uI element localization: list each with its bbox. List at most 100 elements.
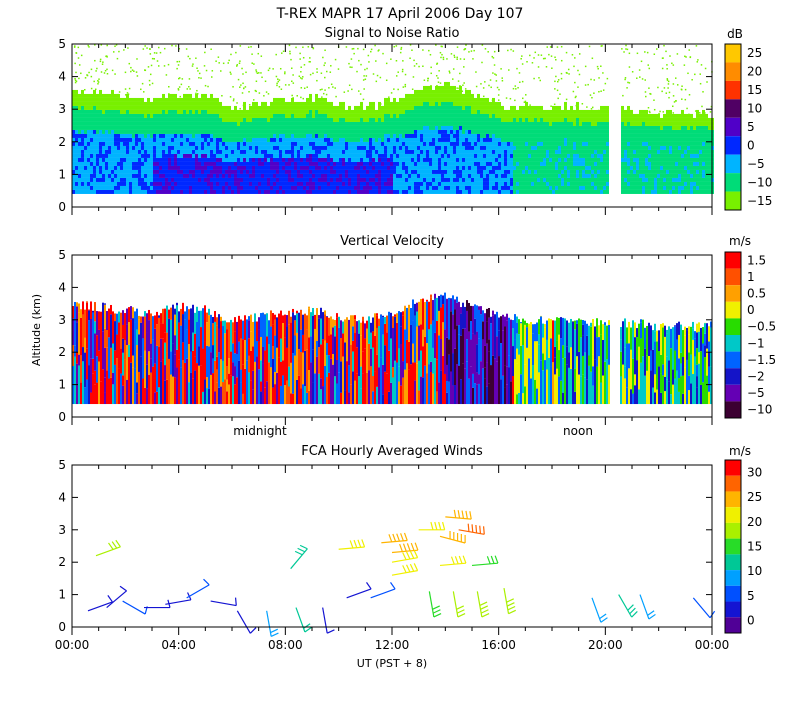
snr-cell	[210, 149, 213, 154]
snr-cell	[258, 133, 261, 138]
snr-cell	[237, 165, 240, 170]
snr-cell	[78, 113, 81, 118]
snr-cell	[684, 157, 687, 162]
snr-cell	[339, 129, 342, 134]
snr-cell	[621, 157, 624, 162]
snr-cell	[654, 173, 657, 178]
snr-cell	[444, 93, 447, 98]
snr-cell	[456, 109, 459, 114]
snr-cell	[231, 133, 234, 138]
snr-cell	[192, 173, 195, 178]
snr-cell	[96, 125, 99, 130]
snr-cell	[483, 165, 486, 170]
snr-cell	[75, 189, 78, 194]
snr-cell	[360, 105, 363, 110]
snr-cell	[276, 117, 279, 122]
snr-cell	[354, 169, 357, 174]
snr-cell	[291, 181, 294, 186]
snr-cell	[558, 149, 561, 154]
snr-cell	[72, 177, 75, 182]
snr-cell	[228, 165, 231, 170]
snr-cell	[186, 129, 189, 134]
snr-cell	[567, 125, 570, 130]
snr-cell	[276, 181, 279, 186]
snr-cell	[90, 181, 93, 186]
snr-cell	[450, 109, 453, 114]
snr-cell	[645, 153, 648, 158]
snr-cell	[549, 141, 552, 146]
snr-cell	[120, 109, 123, 114]
snr-noise	[258, 92, 261, 94]
snr-cell	[396, 153, 399, 158]
snr-cell	[504, 161, 507, 166]
snr-cell	[690, 169, 693, 174]
snr-cell	[507, 137, 510, 142]
snr-cell	[546, 181, 549, 186]
snr-cell	[441, 181, 444, 186]
snr-cell	[690, 165, 693, 170]
snr-noise	[501, 79, 504, 82]
snr-cell	[456, 105, 459, 110]
snr-cell	[111, 137, 114, 142]
snr-cell	[195, 97, 198, 102]
snr-cell	[414, 169, 417, 174]
snr-cell	[573, 165, 576, 170]
snr-cell	[540, 137, 543, 142]
snr-cell	[654, 121, 657, 126]
snr-cell	[456, 165, 459, 170]
snr-cell	[690, 113, 693, 118]
snr-cell	[426, 125, 429, 130]
snr-cell	[315, 177, 318, 182]
snr-noise	[448, 72, 451, 74]
snr-cell	[507, 177, 510, 182]
snr-cell	[708, 185, 711, 190]
snr-cell	[495, 149, 498, 154]
snr-cell	[582, 137, 585, 142]
snr-noise	[203, 65, 206, 67]
snr-cell	[660, 165, 663, 170]
snr-cell	[258, 113, 261, 118]
snr-cell	[96, 181, 99, 186]
snr-cell	[603, 153, 606, 158]
snr-cell	[348, 137, 351, 142]
snr-cell	[87, 125, 90, 130]
snr-cell	[159, 133, 162, 138]
snr-cell	[378, 161, 381, 166]
snr-cell	[258, 169, 261, 174]
snr-cell	[495, 145, 498, 150]
snr-cell	[228, 173, 231, 178]
snr-cell	[693, 161, 696, 166]
snr-cell	[495, 109, 498, 114]
snr-cell	[603, 137, 606, 142]
snr-cell	[399, 97, 402, 102]
snr-cell	[258, 141, 261, 146]
snr-noise	[276, 99, 279, 101]
snr-cell	[87, 149, 90, 154]
snr-cell	[507, 165, 510, 170]
snr-cell	[600, 153, 603, 158]
snr-cell	[513, 113, 516, 118]
snr-cell	[651, 133, 654, 138]
snr-cell	[489, 161, 492, 166]
snr-cell	[597, 113, 600, 118]
snr-cell	[414, 89, 417, 94]
snr-cell	[186, 105, 189, 110]
snr-cell	[561, 149, 564, 154]
snr-cell	[447, 185, 450, 190]
snr-cell	[510, 113, 513, 118]
snr-cell	[507, 117, 510, 122]
snr-cell	[318, 109, 321, 114]
snr-cell	[192, 137, 195, 142]
snr-cell	[408, 145, 411, 150]
snr-cell	[366, 161, 369, 166]
snr-cell	[393, 177, 396, 182]
snr-cell	[486, 129, 489, 134]
snr-cell	[162, 145, 165, 150]
snr-cell	[513, 117, 516, 122]
snr-cell	[120, 181, 123, 186]
snr-cell	[321, 185, 324, 190]
snr-cell	[489, 165, 492, 170]
snr-cell	[438, 129, 441, 134]
snr-cell	[411, 165, 414, 170]
snr-cell	[447, 109, 450, 114]
